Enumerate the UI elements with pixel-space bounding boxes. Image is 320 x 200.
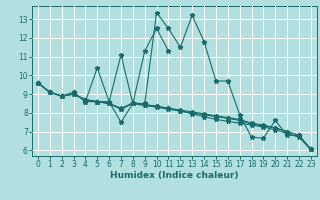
X-axis label: Humidex (Indice chaleur): Humidex (Indice chaleur) — [110, 171, 239, 180]
